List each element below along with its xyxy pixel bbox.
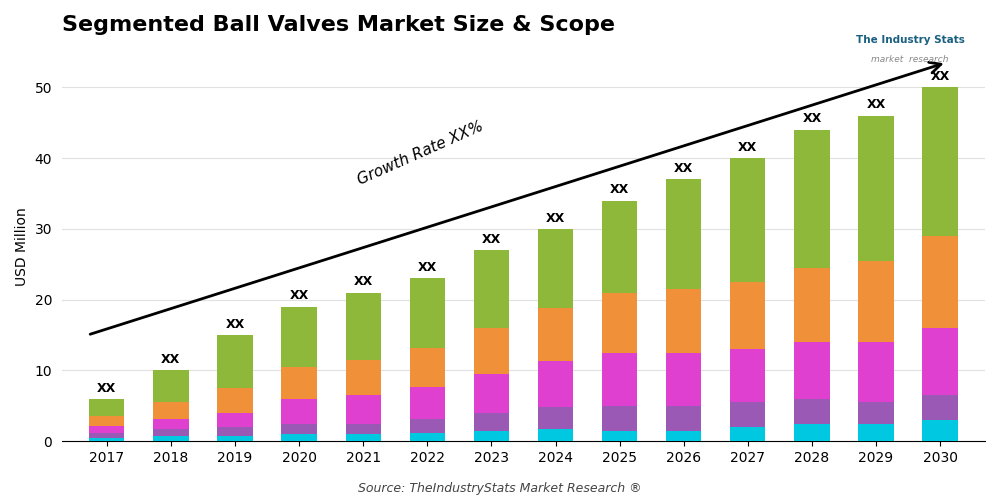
Bar	[410, 387, 445, 418]
Bar	[474, 250, 509, 328]
Bar	[858, 402, 894, 423]
Bar	[153, 418, 189, 429]
Bar	[730, 402, 765, 427]
Bar	[89, 438, 124, 442]
Bar	[217, 335, 253, 388]
Bar	[281, 399, 317, 423]
Bar	[153, 402, 189, 418]
Bar	[602, 353, 637, 406]
Bar	[346, 434, 381, 442]
Bar	[474, 374, 509, 413]
Bar	[666, 430, 701, 442]
Bar	[794, 399, 830, 423]
Text: Source: TheIndustryStats Market Research ®: Source: TheIndustryStats Market Research…	[358, 482, 642, 495]
Bar	[922, 396, 958, 420]
Bar	[346, 292, 381, 360]
Bar	[922, 420, 958, 442]
Bar	[794, 130, 830, 268]
Text: XX: XX	[225, 318, 245, 331]
Bar	[410, 418, 445, 433]
Bar	[922, 328, 958, 396]
Bar	[89, 434, 124, 438]
Bar	[474, 413, 509, 430]
Bar	[538, 308, 573, 362]
Bar	[89, 416, 124, 426]
Bar	[474, 430, 509, 442]
Bar	[602, 200, 637, 292]
Text: XX: XX	[354, 276, 373, 288]
Text: XX: XX	[738, 141, 757, 154]
Bar	[346, 396, 381, 423]
Bar	[794, 268, 830, 342]
Bar	[89, 426, 124, 434]
Bar	[730, 158, 765, 282]
Bar	[538, 229, 573, 308]
Bar	[410, 433, 445, 442]
Bar	[281, 424, 317, 434]
Bar	[410, 278, 445, 348]
Text: XX: XX	[482, 233, 501, 246]
Text: XX: XX	[674, 162, 693, 175]
Bar	[730, 349, 765, 403]
Bar	[217, 427, 253, 436]
Bar	[538, 428, 573, 442]
Bar	[858, 424, 894, 442]
Bar	[538, 362, 573, 408]
Text: XX: XX	[931, 70, 950, 83]
Text: XX: XX	[418, 261, 437, 274]
Bar	[217, 413, 253, 427]
Bar	[346, 424, 381, 434]
Bar	[602, 430, 637, 442]
Bar	[922, 87, 958, 236]
Bar	[89, 399, 124, 416]
Bar	[858, 260, 894, 342]
Text: XX: XX	[161, 353, 181, 366]
Bar	[474, 328, 509, 374]
Bar	[346, 360, 381, 396]
Bar	[666, 180, 701, 289]
Bar	[281, 306, 317, 367]
Text: XX: XX	[802, 112, 822, 126]
Text: XX: XX	[866, 98, 886, 112]
Bar	[538, 408, 573, 428]
Text: market  research: market research	[871, 55, 949, 64]
Text: XX: XX	[289, 290, 309, 302]
Bar	[281, 434, 317, 442]
Text: Growth Rate XX%: Growth Rate XX%	[356, 119, 486, 188]
Text: Segmented Ball Valves Market Size & Scope: Segmented Ball Valves Market Size & Scop…	[62, 15, 615, 35]
Text: The Industry Stats: The Industry Stats	[856, 35, 964, 45]
Bar	[730, 282, 765, 349]
Bar	[794, 424, 830, 442]
Bar	[217, 388, 253, 413]
Bar	[153, 370, 189, 402]
Text: XX: XX	[97, 382, 116, 394]
Bar	[410, 348, 445, 387]
Text: XX: XX	[610, 184, 629, 196]
Bar	[602, 292, 637, 353]
Bar	[153, 429, 189, 436]
Bar	[217, 436, 253, 442]
Bar	[153, 436, 189, 442]
Bar	[281, 367, 317, 399]
Bar	[666, 289, 701, 353]
Bar	[858, 342, 894, 402]
Bar	[794, 342, 830, 399]
Bar	[666, 406, 701, 430]
Text: XX: XX	[546, 212, 565, 224]
Bar	[922, 236, 958, 328]
Y-axis label: USD Million: USD Million	[15, 207, 29, 286]
Bar	[730, 427, 765, 442]
Bar	[602, 406, 637, 430]
Bar	[858, 116, 894, 260]
Bar	[666, 353, 701, 406]
